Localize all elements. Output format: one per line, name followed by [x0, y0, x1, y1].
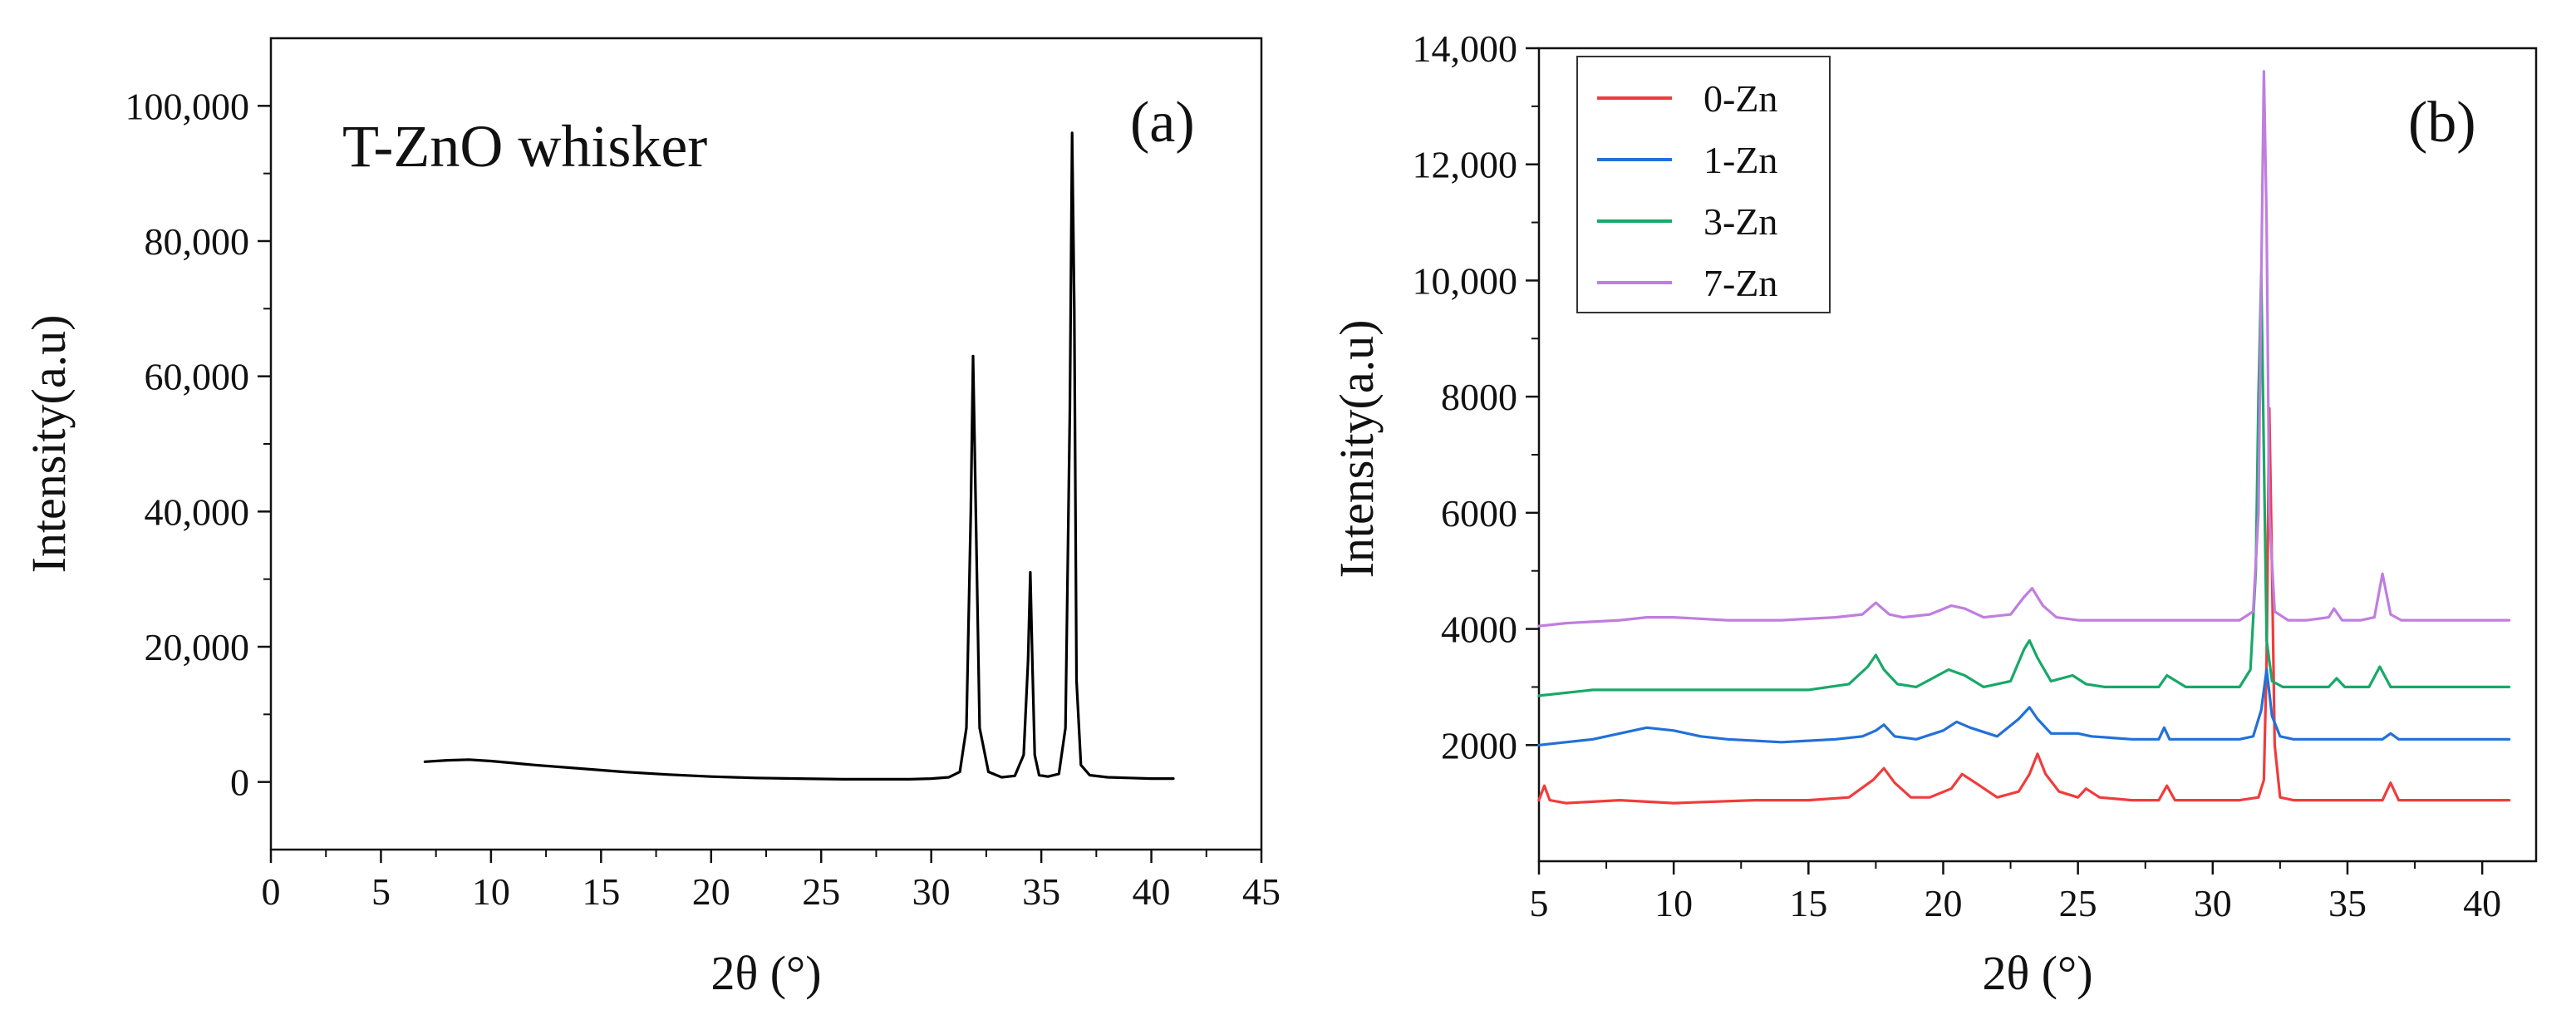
y-tick-label: 40,000: [145, 490, 250, 533]
legend-label-0-zn: 0-Zn: [1703, 77, 1777, 120]
panel-a-chart: 0 5 10 15 20 25 30 35 40 45 0 20,000 40,000 60,000 80…: [22, 37, 1281, 1000]
x-tick-label: 5: [1530, 882, 1549, 924]
panel-a-x-axis-title: 2θ (°): [710, 946, 821, 1000]
series-line-t-zno-whisker: [423, 131, 1175, 781]
y-tick-label: 4000: [1441, 609, 1517, 651]
y-tick-label: 100,000: [125, 85, 250, 127]
series-line-0-zn: [1537, 407, 2511, 805]
x-tick-label: 35: [1022, 870, 1060, 913]
panel-a-y-axis-title: Intensity(a.u): [22, 315, 76, 574]
x-tick-label: 15: [582, 870, 620, 913]
legend-label-1-zn: 1-Zn: [1703, 139, 1777, 181]
panel-a-title: T-ZnO whisker: [342, 113, 707, 180]
panel-b-legend: 0-Zn 1-Zn 3-Zn 7-Zn: [1576, 56, 1831, 313]
y-tick-label: 20,000: [145, 626, 250, 668]
legend-label-7-zn: 7-Zn: [1703, 262, 1777, 304]
y-tick-label: 0: [230, 761, 249, 804]
y-tick-label: 14,000: [1413, 27, 1518, 70]
x-tick-label: 45: [1242, 870, 1281, 913]
y-tick-label: 6000: [1441, 492, 1517, 535]
panel-b-x-axis-title: 2θ (°): [1982, 946, 2092, 1000]
y-tick-label: 2000: [1441, 724, 1517, 766]
x-tick-label: 20: [692, 870, 730, 913]
x-tick-label: 15: [1789, 882, 1827, 924]
panel-b-y-axis-title: Intensity(a.u): [1330, 320, 1384, 579]
series-line-7-zn: [1537, 70, 2511, 628]
x-tick-label: 40: [2463, 882, 2501, 924]
x-tick-label: 25: [2059, 882, 2097, 924]
x-tick-label: 10: [1654, 882, 1693, 924]
x-tick-label: 10: [472, 870, 510, 913]
y-tick-label: 80,000: [145, 220, 250, 263]
series-line-1-zn: [1537, 668, 2511, 747]
series-line-3-zn: [1537, 273, 2511, 697]
x-tick-label: 40: [1133, 870, 1171, 913]
x-tick-label: 20: [1924, 882, 1962, 924]
x-tick-label: 0: [262, 870, 281, 913]
x-tick-label: 5: [371, 870, 391, 913]
x-tick-label: 25: [802, 870, 840, 913]
x-tick-label: 30: [2194, 882, 2232, 924]
legend-label-3-zn: 3-Zn: [1703, 200, 1777, 243]
y-tick-label: 12,000: [1413, 144, 1518, 186]
panel-a-tag: (a): [1130, 91, 1195, 155]
x-tick-label: 30: [912, 870, 951, 913]
y-tick-label: 60,000: [145, 356, 250, 398]
y-tick-label: 10,000: [1413, 259, 1518, 302]
y-tick-label: 8000: [1441, 376, 1517, 418]
panel-b-chart: 5 10 15 20 25 30 35 40 2000 4000 6000 8000 10,000 12…: [1330, 27, 2538, 1000]
panel-b-tag: (b): [2408, 91, 2476, 155]
x-tick-label: 35: [2328, 882, 2367, 924]
